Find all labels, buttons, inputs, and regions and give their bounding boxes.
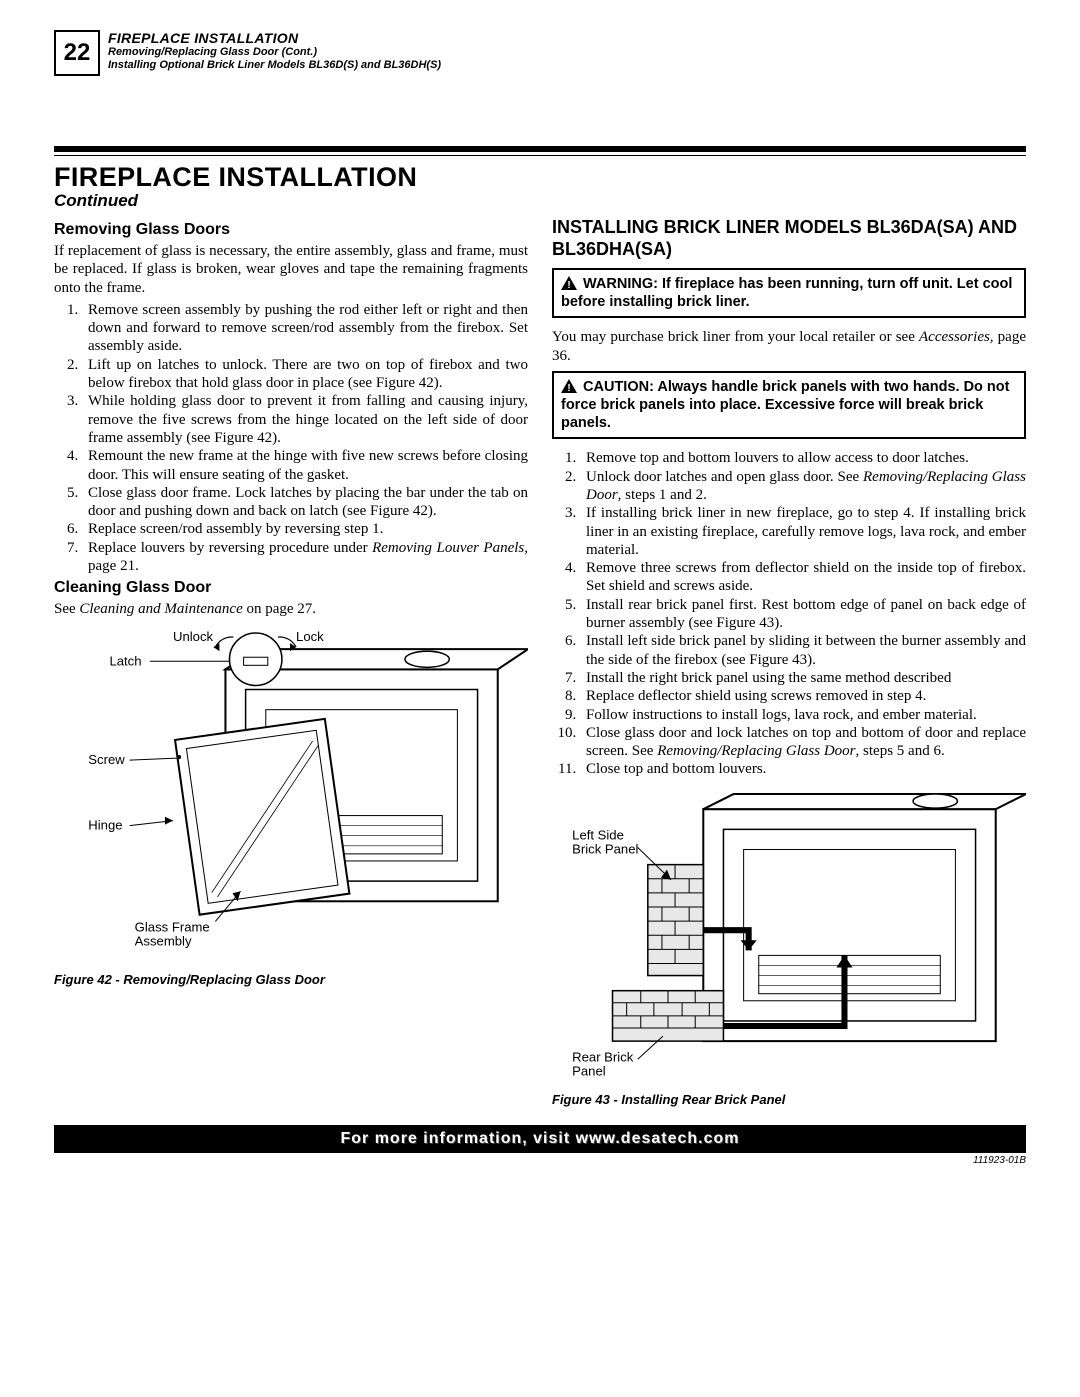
s10em: Removing/Replacing Glass Door <box>657 743 855 759</box>
warning-text: WARNING: If fireplace has been running, … <box>561 276 1012 310</box>
removing-glass-doors-heading: Removing Glass Doors <box>54 221 528 239</box>
fig42-label-latch: Latch <box>109 653 141 668</box>
brick-liner-purchase-note: You may purchase brick liner from your l… <box>552 328 1026 365</box>
list-item: While holding glass door to prevent it f… <box>82 392 528 447</box>
s2a: Unlock door latches and open glass door.… <box>586 469 863 485</box>
left-column: Removing Glass Doors If replacement of g… <box>54 217 528 1107</box>
list-item: Remove three screws from deflector shiel… <box>580 559 1026 596</box>
step7-a: Replace louvers by reversing procedure u… <box>88 540 372 556</box>
cleaning-glass-door-heading: Cleaning Glass Door <box>54 579 528 597</box>
svg-text:!: ! <box>567 280 570 290</box>
list-item: Close top and bottom louvers. <box>580 760 1026 778</box>
figure-43-caption: Figure 43 - Installing Rear Brick Panel <box>552 1092 1026 1107</box>
brick-liner-steps-list: Remove top and bottom louvers to allow a… <box>552 449 1026 778</box>
list-item: If installing brick liner in new firepla… <box>580 504 1026 559</box>
list-item: Close glass door and lock latches on top… <box>580 724 1026 761</box>
fig42-label-glass-frame: Glass Frame <box>135 919 210 934</box>
fig42-label-lock: Lock <box>296 629 324 644</box>
list-item: Install rear brick panel first. Rest bot… <box>580 596 1026 633</box>
step7-b: page 21. <box>88 558 139 574</box>
caution-text: CAUTION: Always handle brick panels with… <box>561 379 1009 431</box>
fig42-label-unlock: Unlock <box>173 629 214 644</box>
list-item: Close glass door frame. Lock latches by … <box>82 484 528 521</box>
s2b: , steps 1 and 2. <box>618 487 707 503</box>
main-title: FIREPLACE INSTALLATION <box>54 162 1026 193</box>
step7-em: Removing Louver Panels, <box>372 540 528 556</box>
list-item: Replace deflector shield using screws re… <box>580 687 1026 705</box>
fig43-label-left-side: Left Side <box>572 827 624 842</box>
list-item: Install left side brick panel by sliding… <box>580 632 1026 669</box>
header-section-title: FIREPLACE INSTALLATION <box>108 30 441 46</box>
figure-42-diagram: Latch Unlock Lock Screw Hinge Glass Fram… <box>54 629 528 962</box>
list-item: Lift up on latches to unlock. There are … <box>82 356 528 393</box>
warning-box: ! WARNING: If fireplace has been running… <box>552 268 1026 318</box>
two-column-layout: Removing Glass Doors If replacement of g… <box>54 217 1026 1107</box>
page: 22 FIREPLACE INSTALLATION Removing/Repla… <box>0 0 1080 1107</box>
cleaning-ref: See Cleaning and Maintenance on page 27. <box>54 600 528 618</box>
body-a: You may purchase brick liner from your l… <box>552 329 919 345</box>
header-text-block: FIREPLACE INSTALLATION Removing/Replacin… <box>108 30 441 71</box>
thin-rule <box>54 155 1026 156</box>
continued-label: Continued <box>54 191 1026 211</box>
removing-steps-list: Remove screen assembly by pushing the ro… <box>54 301 528 575</box>
right-column: INSTALLING BRICK LINER MODELS BL36DA(SA)… <box>552 217 1026 1107</box>
fig43-label-panel: Panel <box>572 1063 606 1078</box>
removing-intro: If replacement of glass is necessary, th… <box>54 242 528 297</box>
body-em: Accessories, <box>919 329 994 345</box>
header-subline-2: Installing Optional Brick Liner Models B… <box>108 59 441 72</box>
caution-icon: ! <box>561 379 577 393</box>
list-item: Install the right brick panel using the … <box>580 669 1026 687</box>
clean-a: See <box>54 601 79 617</box>
list-item: Remove top and bottom louvers to allow a… <box>580 449 1026 467</box>
list-item: Replace louvers by reversing procedure u… <box>82 539 528 576</box>
caution-box: ! CAUTION: Always handle brick panels wi… <box>552 371 1026 439</box>
clean-em: Cleaning and Maintenance <box>79 601 242 617</box>
clean-b: on page 27. <box>243 601 316 617</box>
list-item: Follow instructions to install logs, lav… <box>580 706 1026 724</box>
warning-icon: ! <box>561 276 577 290</box>
figure-43-diagram: Left Side Brick Panel Rear Brick Panel <box>552 789 1026 1081</box>
document-code: 111923-01B <box>0 1153 1080 1184</box>
footer-info-bar: For more information, visit www.desatech… <box>54 1125 1026 1153</box>
list-item: Remount the new frame at the hinge with … <box>82 447 528 484</box>
page-header: 22 FIREPLACE INSTALLATION Removing/Repla… <box>54 30 1026 76</box>
fig42-label-screw: Screw <box>88 752 125 767</box>
svg-text:!: ! <box>567 383 570 393</box>
fig43-label-rear-brick: Rear Brick <box>572 1049 634 1064</box>
list-item: Remove screen assembly by pushing the ro… <box>82 301 528 356</box>
divider <box>54 146 1026 156</box>
thick-rule <box>54 146 1026 152</box>
page-number-box: 22 <box>54 30 100 76</box>
list-item: Replace screen/rod assembly by reversing… <box>82 520 528 538</box>
list-item: Unlock door latches and open glass door.… <box>580 468 1026 505</box>
figure-42-caption: Figure 42 - Removing/Replacing Glass Doo… <box>54 972 528 987</box>
fig42-label-assembly: Assembly <box>135 933 192 948</box>
fig42-label-hinge: Hinge <box>88 817 122 832</box>
installing-brick-liner-heading: INSTALLING BRICK LINER MODELS BL36DA(SA)… <box>552 217 1026 260</box>
header-subline-1: Removing/Replacing Glass Door (Cont.) <box>108 46 441 59</box>
s10b: , steps 5 and 6. <box>856 743 945 759</box>
fig43-label-brick-panel: Brick Panel <box>572 841 638 856</box>
